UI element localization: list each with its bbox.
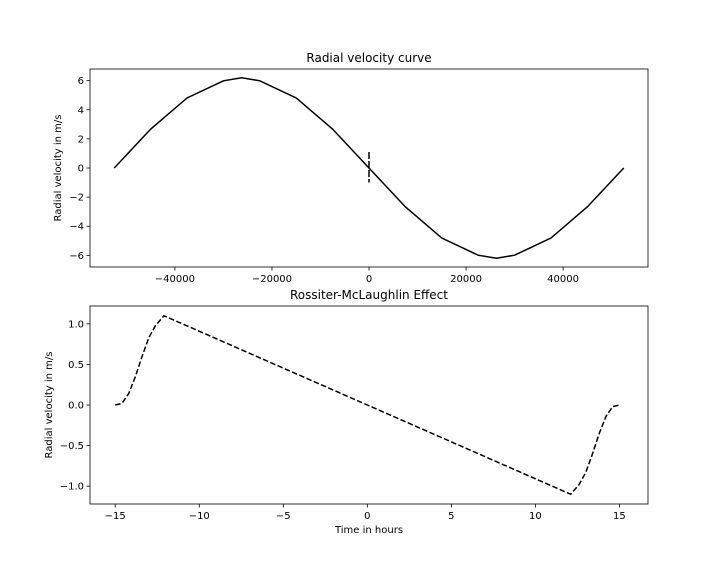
y-tick-label: −2 [69, 193, 84, 204]
y-tick-label: 1.0 [68, 319, 84, 330]
x-tick-label: −10 [189, 511, 210, 522]
x-tick-label: 0 [366, 274, 372, 285]
y-tick-label: −6 [69, 251, 84, 262]
x-tick-label: 0 [364, 511, 370, 522]
y-tick-label: 0.5 [68, 360, 84, 371]
x-axis-label: Time in hours [334, 525, 403, 536]
rossiter-mclaughlin-chart: Rossiter-McLaughlin Effect −15 −10 −5 0 5 10 15… [44, 288, 649, 536]
series-line-0 [113, 76, 625, 260]
chart-title: Rossiter-McLaughlin Effect [290, 288, 448, 302]
y-tick-label: −1.0 [60, 482, 84, 493]
y-tick-label: 6 [78, 76, 84, 87]
x-tick-label: 5 [448, 511, 454, 522]
x-tick-label: −40000 [155, 274, 195, 285]
radial-velocity-chart: Radial velocity curve −40000 −20000 0 20000 4… [53, 51, 649, 285]
x-tick-label: 15 [613, 511, 626, 522]
chart-title: Radial velocity curve [306, 51, 431, 65]
y-axis-label: Radial velocity in m/s [44, 352, 55, 459]
series-line-0 [115, 314, 620, 496]
x-tick-label: −15 [105, 511, 126, 522]
y-tick-label: 0.0 [68, 401, 84, 412]
y-tick-label: −4 [69, 222, 84, 233]
x-tick-label: −5 [276, 511, 291, 522]
y-tick-label: 0 [78, 164, 84, 175]
x-tick-label: 20000 [450, 274, 482, 285]
x-tick-label: 40000 [547, 274, 579, 285]
y-tick-label: 2 [78, 134, 84, 145]
y-axis-label: Radial velocity in m/s [53, 115, 64, 222]
x-tick-label: 10 [529, 511, 542, 522]
y-tick-label: 4 [78, 105, 84, 116]
x-tick-label: −20000 [252, 274, 292, 285]
y-tick-label: −0.5 [60, 441, 84, 452]
